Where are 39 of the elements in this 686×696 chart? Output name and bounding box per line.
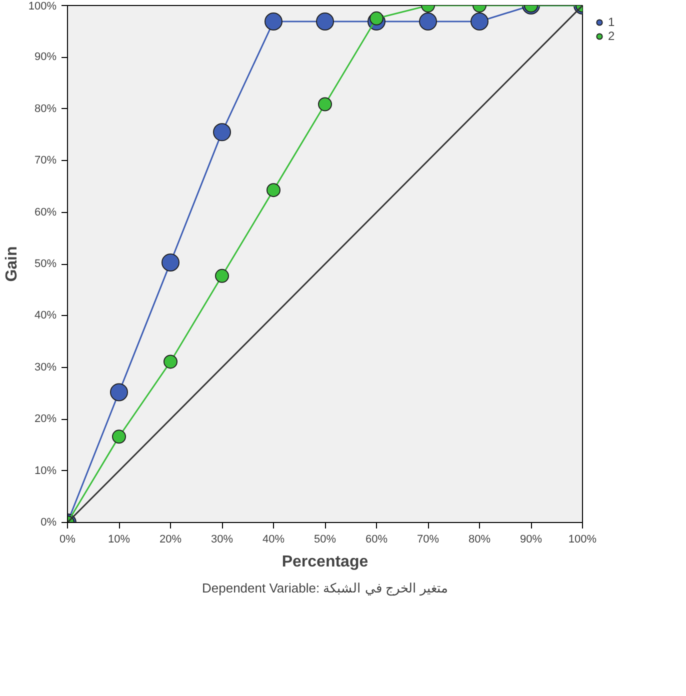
point: [213, 123, 231, 142]
legend-label: 1: [608, 15, 616, 29]
point: [164, 354, 178, 369]
y-axis-title: Gain: [3, 246, 20, 282]
x-tick-label: 90%: [520, 534, 542, 546]
x-tick-label: 60%: [365, 534, 388, 546]
x-tick-label: 40%: [262, 534, 285, 546]
y-tick-label: 40%: [34, 310, 57, 322]
x-tick-label: 0%: [60, 534, 76, 546]
y-tick-label: 10%: [34, 464, 57, 477]
point: [419, 12, 437, 31]
legend-label: 2: [608, 29, 616, 43]
y-tick-label: 20%: [34, 413, 57, 426]
point: [162, 253, 180, 272]
point: [264, 12, 282, 31]
x-tick-label: 30%: [210, 534, 234, 546]
y-tick-label: 30%: [34, 361, 57, 374]
point: [316, 12, 334, 31]
x-axis-title: Percentage: [282, 554, 368, 570]
point: [266, 183, 280, 198]
y-tick-label: 60%: [34, 206, 57, 218]
x-tick-label: 100%: [568, 534, 597, 546]
point: [215, 268, 229, 283]
x-tick-label: 80%: [468, 534, 491, 546]
point: [112, 430, 126, 444]
x-tick-label: 10%: [108, 534, 130, 546]
y-tick-label: 70%: [34, 154, 57, 167]
point: [318, 97, 332, 112]
text: Dependent Variable: متغير الخرج في الشبكة: [202, 580, 448, 596]
y-tick-label: 50%: [34, 258, 57, 270]
x-tick-label: 20%: [159, 534, 182, 546]
point: [470, 12, 488, 31]
point: [110, 383, 128, 402]
y-tick-label: 80%: [34, 102, 57, 115]
y-tick-label: 90%: [34, 51, 57, 64]
y-tick-label: 100%: [28, 0, 57, 12]
y-tick-label: 0%: [40, 516, 57, 528]
x-tick-label: 50%: [314, 534, 336, 546]
x-tick-label: 70%: [416, 534, 440, 546]
